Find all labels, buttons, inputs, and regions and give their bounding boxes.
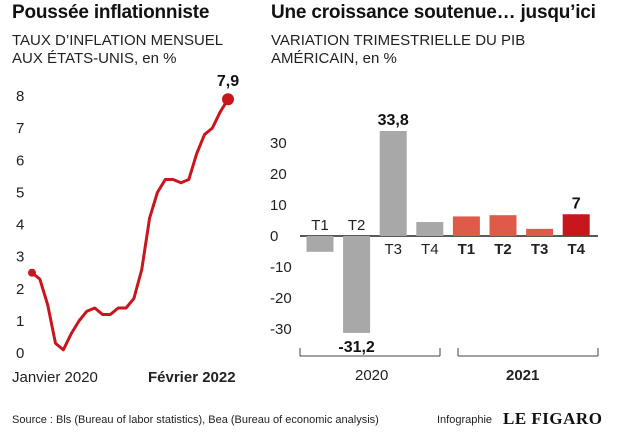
y-tick-label: -30 xyxy=(270,321,292,338)
left-chart-subtitle-line1: TAUX D’INFLATION MENSUEL xyxy=(12,32,224,49)
y-tick-label: 3 xyxy=(16,249,24,266)
bar-2021-t4 xyxy=(562,214,590,236)
left-chart-title: Poussée inflationniste xyxy=(12,2,210,23)
y-tick-label: 10 xyxy=(270,197,287,214)
source-text: Source : Bls (Bureau of labor statistics… xyxy=(12,414,379,426)
y-tick-label: 20 xyxy=(270,166,287,183)
y-tick-label: 6 xyxy=(16,152,24,169)
bar-2021-t1 xyxy=(452,216,480,236)
year-2021-label: 2021 xyxy=(506,367,540,384)
category-label: T1 xyxy=(311,217,329,234)
x-end-label: Février 2022 xyxy=(148,369,236,386)
bar-2020-t4 xyxy=(416,222,444,236)
year-2020-label: 2020 xyxy=(355,367,389,384)
last-point-marker xyxy=(222,93,234,106)
right-chart-subtitle-line1: VARIATION TRIMESTRIELLE DU PIB xyxy=(271,32,526,49)
category-label: T4 xyxy=(421,241,439,258)
credit-text: Infographie xyxy=(437,414,493,426)
category-label: T4 xyxy=(567,241,585,258)
last-value-label: 7,9 xyxy=(217,73,239,90)
y-tick-label: 0 xyxy=(270,228,278,245)
y-tick-label: 4 xyxy=(16,217,24,234)
right-chart-subtitle-line2: AMÉRICAIN, en % xyxy=(271,50,397,67)
first-point-marker xyxy=(28,268,36,277)
category-label: T1 xyxy=(458,241,476,258)
category-label: T3 xyxy=(384,241,402,258)
x-start-label: Janvier 2020 xyxy=(12,369,98,386)
data-label: 33,8 xyxy=(378,112,409,129)
bar-2020-t1 xyxy=(306,236,334,252)
category-label: T2 xyxy=(494,241,512,258)
y-tick-label: 8 xyxy=(16,88,24,105)
y-tick-label: 2 xyxy=(16,281,24,298)
y-tick-label: -20 xyxy=(270,290,292,307)
bar-2021-t2 xyxy=(489,215,517,236)
inflation-line xyxy=(30,97,230,352)
y-tick-label: 7 xyxy=(16,120,24,137)
left-chart-subtitle-line2: AUX ÉTATS-UNIS, en % xyxy=(12,50,177,67)
y-tick-label: -10 xyxy=(270,259,292,276)
data-label: 7 xyxy=(572,195,581,212)
y-tick-label: 0 xyxy=(16,345,24,362)
le-figaro-logo: LE FIGARO xyxy=(503,409,603,428)
bar-2020-t2 xyxy=(343,236,371,333)
y-tick-label: 1 xyxy=(16,313,24,330)
data-label: -31,2 xyxy=(338,339,375,356)
y-tick-label: 30 xyxy=(270,135,287,152)
category-label: T2 xyxy=(348,217,366,234)
bar-2021-t3 xyxy=(526,228,554,236)
y-tick-label: 5 xyxy=(16,184,24,201)
bar-2020-t3 xyxy=(379,131,407,236)
right-chart-title: Une croissance soutenue… jusqu’ici xyxy=(271,2,596,23)
category-label: T3 xyxy=(531,241,549,258)
